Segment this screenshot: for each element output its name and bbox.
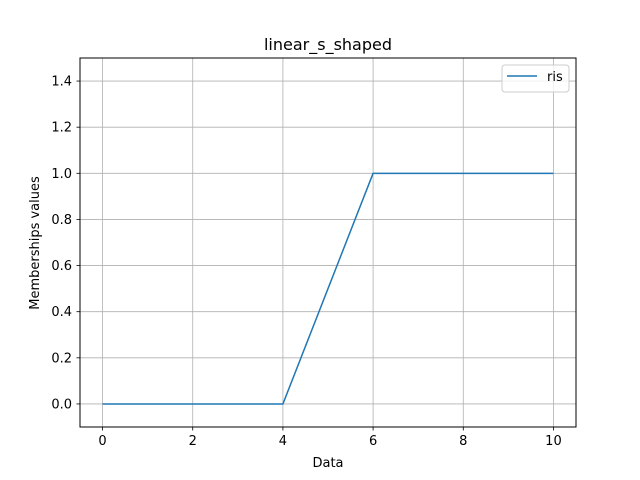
- legend: ris: [501, 64, 570, 93]
- series-layer: [102, 172, 554, 405]
- y-tick-label: 1.2: [51, 121, 72, 136]
- x-tick-label: 8: [459, 434, 467, 449]
- ticks: 0 2 4 6 8 10 0.0 0.2 0.4 0.6 0.8 1.0 1.2 1.4: [51, 75, 561, 449]
- chart-title: linear_s_shaped: [264, 35, 392, 55]
- x-axis-label: Data: [312, 456, 343, 471]
- series-line-ris: [102, 172, 554, 405]
- legend-label-ris: ris: [547, 70, 563, 85]
- y-tick-label: 1.0: [51, 167, 72, 182]
- y-tick-label: 0.6: [51, 259, 72, 274]
- y-tick-label: 0.2: [51, 351, 72, 366]
- y-axis-label: Memberships values: [28, 176, 43, 310]
- legend-box: [501, 64, 570, 93]
- grid: [80, 58, 576, 427]
- y-tick-label: 1.4: [51, 75, 72, 90]
- y-tick-label: 0.8: [51, 213, 72, 228]
- plot-frame: [79, 57, 577, 428]
- x-tick-label: 10: [545, 434, 562, 449]
- y-tick-label: 0.4: [51, 305, 72, 320]
- y-tick-label: 0.0: [51, 397, 72, 412]
- x-tick-label: 0: [98, 434, 106, 449]
- x-tick-label: 6: [369, 434, 377, 449]
- x-tick-label: 4: [279, 434, 287, 449]
- x-tick-label: 2: [189, 434, 197, 449]
